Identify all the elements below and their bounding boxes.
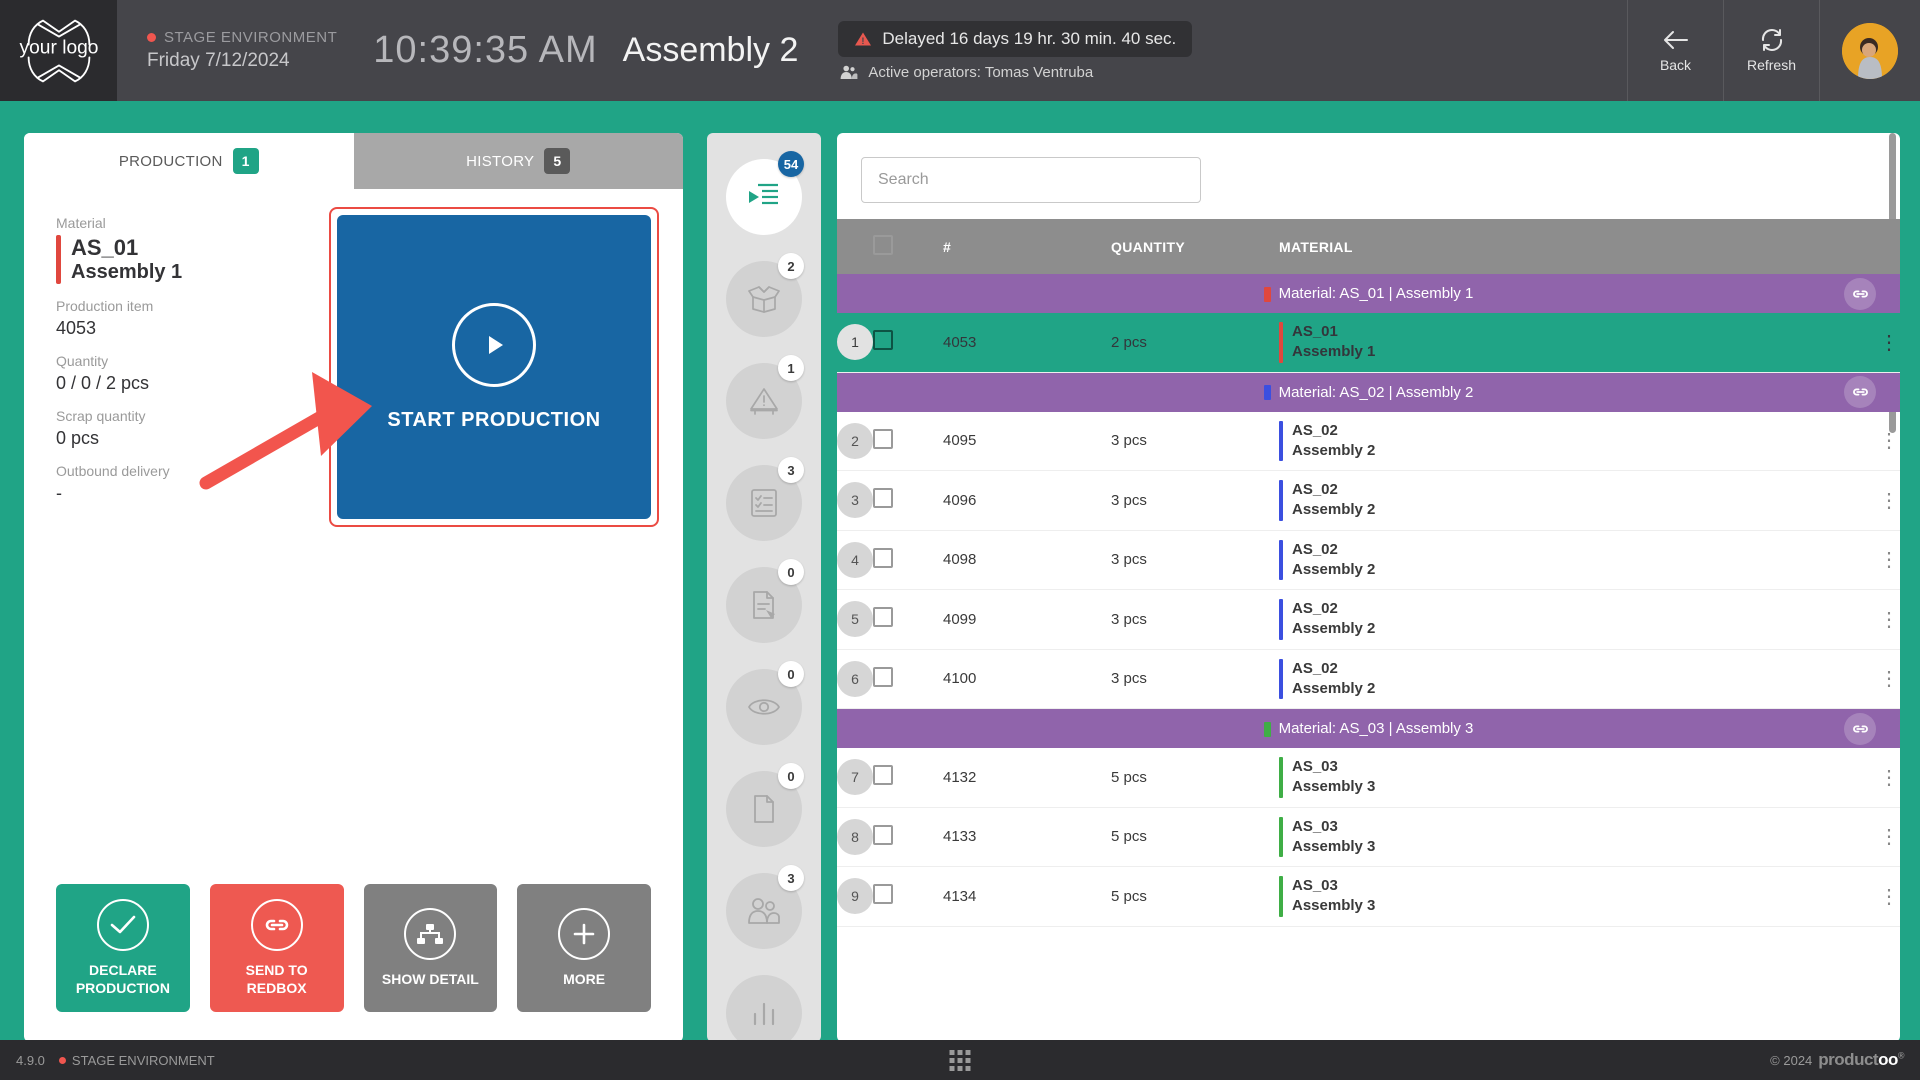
svg-text:!: ! [862, 36, 865, 47]
svg-text:your logo: your logo [19, 37, 98, 58]
